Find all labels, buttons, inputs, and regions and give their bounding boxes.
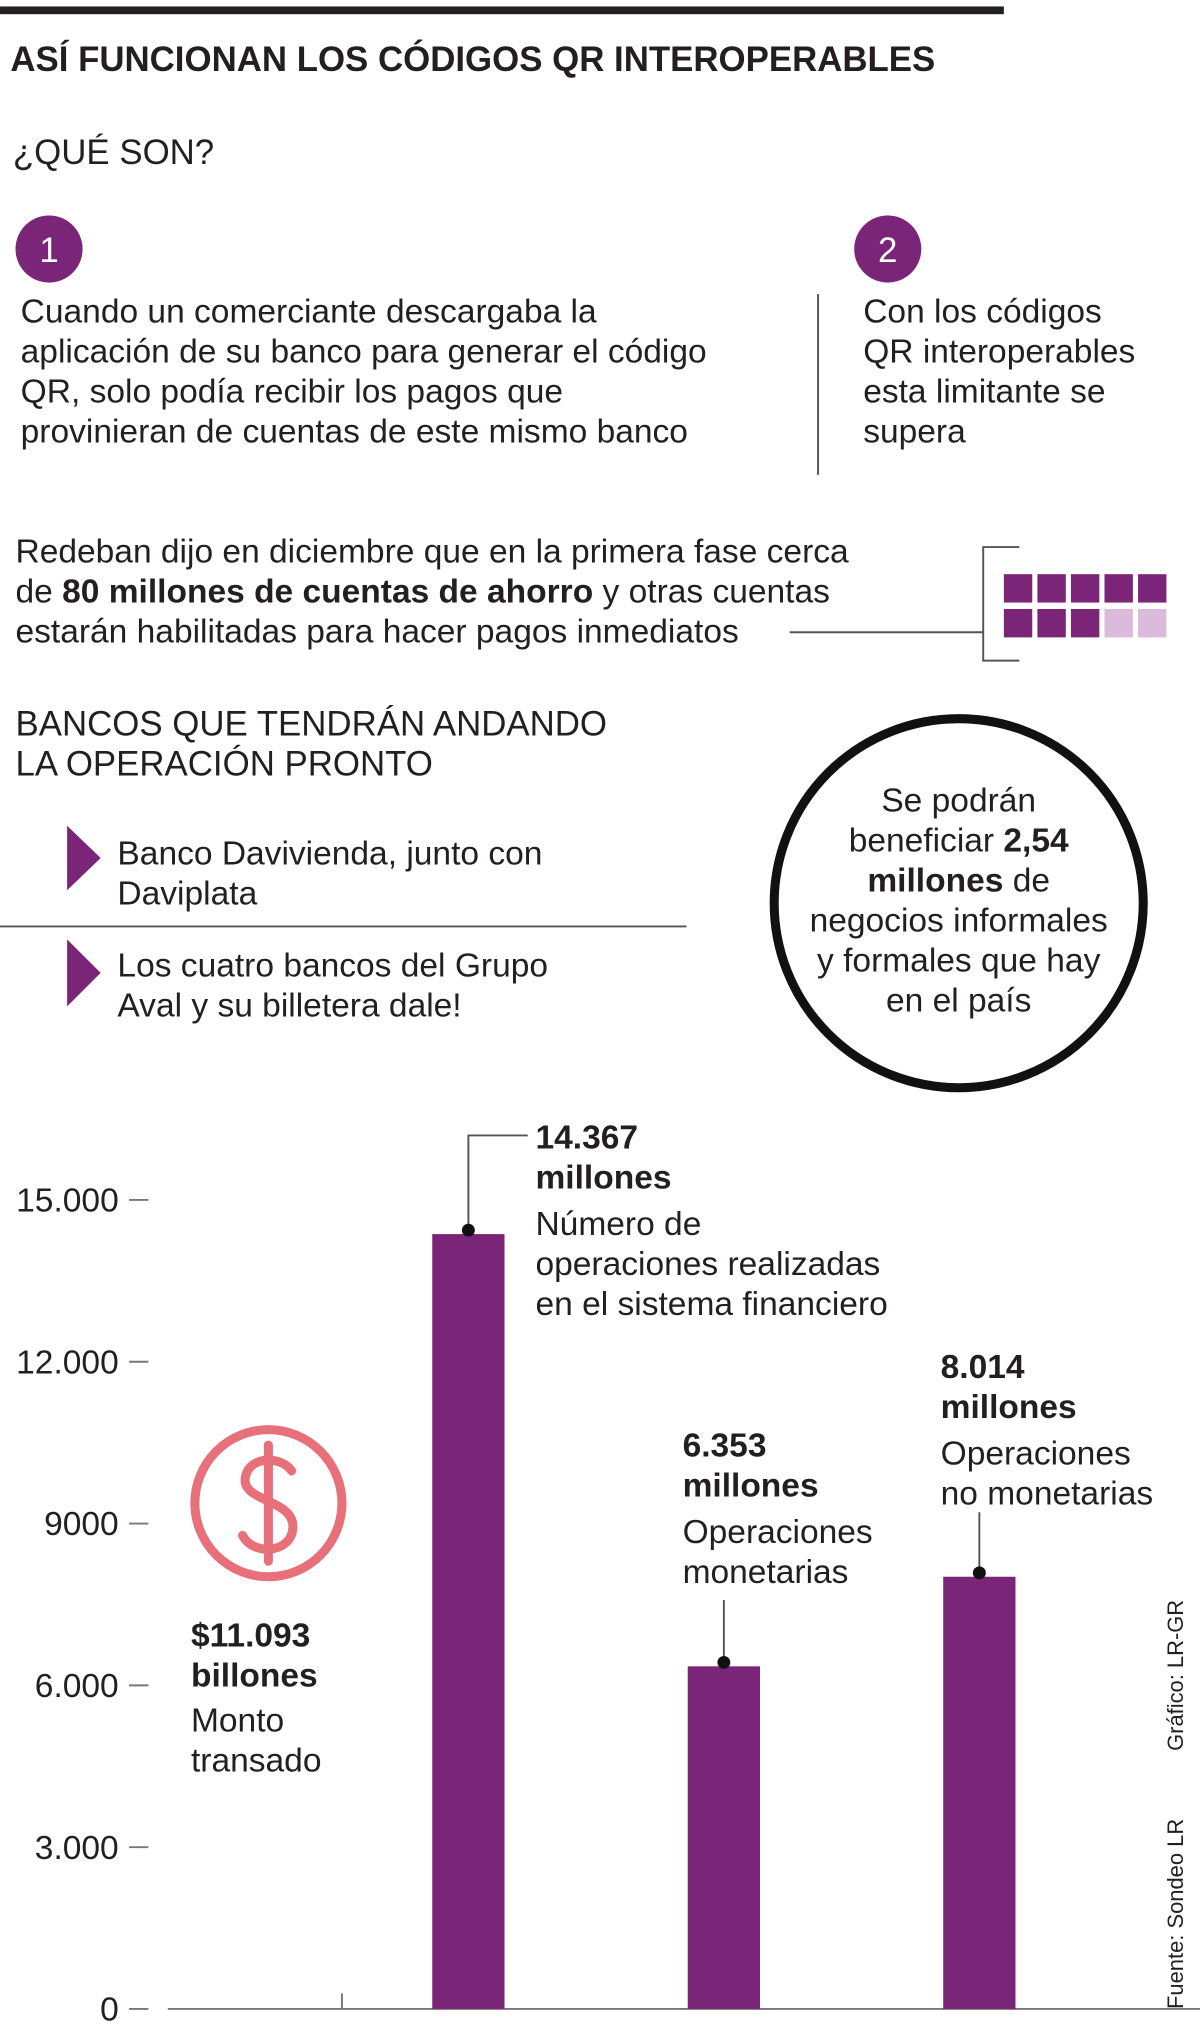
circle-text: Se podrán beneficiar 2,54 millones de ne… [810, 783, 1108, 1020]
step-badge [15, 215, 83, 283]
bullet [67, 939, 101, 1007]
step-text: Cuando un comerciante descargaba la [21, 294, 597, 331]
highlight-circle [769, 714, 1148, 1093]
step-number: 1 [39, 231, 58, 270]
circle-highlight: millones [867, 863, 1003, 900]
value-label-part: 6.353 [683, 1428, 776, 1465]
category-label: monetarias [683, 1554, 849, 1591]
note-line: de 80 millones de cuentas de ahorro y ot… [16, 574, 830, 611]
circle-line: negocios informales [810, 903, 1108, 940]
value-label-part: 8.014 [941, 1349, 1034, 1386]
square [1070, 574, 1100, 603]
note-text: de [16, 574, 63, 611]
banks-heading: BANCOS QUE TENDRÁN ANDANDO [16, 704, 608, 743]
circle-line: Se podrán [881, 783, 1036, 820]
annotation-text: Monto [191, 1703, 284, 1740]
note-bracket [789, 546, 1020, 662]
credit: Gráfico: LR-GR [1163, 1600, 1188, 1751]
annotation-part: $11.093 [191, 1617, 320, 1654]
step-text: QR, solo podía recibir los pagos que [21, 374, 563, 411]
bar [687, 1666, 760, 2009]
dollar-sign [238, 1440, 298, 1566]
title: ASÍ FUNCIONAN LOS CÓDIGOS QR INTEROPERAB… [10, 39, 935, 79]
circle-text-part: negocios informales [810, 903, 1108, 940]
note-text: Redeban dijo en diciembre que en la prim… [16, 534, 850, 571]
bar [432, 1234, 505, 2009]
annotation-text: transado [191, 1743, 321, 1780]
circle-line: y formales que hay [817, 943, 1101, 980]
bullet [67, 825, 101, 891]
bank-item: Aval y su billetera dale! [117, 988, 461, 1025]
category-label: Operaciones [683, 1514, 873, 1551]
bank-item: Los cuatro bancos del Grupo [117, 948, 548, 985]
banks-heading: LA OPERACIÓN PRONTO [16, 744, 433, 783]
step-badge [854, 215, 922, 283]
square [1138, 574, 1167, 603]
step-text: QR interoperables [863, 334, 1135, 371]
circle-highlight: 2,54 [1003, 823, 1069, 860]
step-text: esta limitante se [863, 374, 1105, 411]
square [1070, 609, 1100, 638]
bank-item: Daviplata [117, 875, 257, 912]
step-number: 2 [878, 231, 897, 270]
step-text: Con los códigos [863, 294, 1102, 331]
note-line: estarán habilitadas para hacer pagos inm… [16, 614, 739, 651]
value-dot [717, 1656, 731, 1669]
category-label: Número de [535, 1206, 701, 1243]
step-text: provinieran de cuentas de este mismo ban… [21, 414, 688, 451]
value-label-part: millones [941, 1389, 1077, 1426]
circle-line: en el país [886, 983, 1031, 1020]
category-label: Operaciones [941, 1435, 1131, 1472]
value-label: 14.367 millones [535, 1119, 671, 1196]
category-label: en el sistema financiero [535, 1286, 887, 1323]
credit: Fuente: Sondeo LR [1163, 1819, 1188, 2009]
bar [943, 1576, 1016, 2009]
y-tick-label: 6.000 [35, 1668, 119, 1705]
circle-text-part: y formales que hay [817, 943, 1101, 980]
y-tick-label: 3.000 [35, 1830, 119, 1867]
square [1104, 574, 1133, 603]
y-tick-label: 15.000 [16, 1183, 119, 1220]
dollar-icon [190, 1425, 347, 1582]
value-label-part: 14.367 [535, 1119, 647, 1156]
category-label: operaciones realizadas [535, 1246, 880, 1283]
note-text: estarán habilitadas para hacer pagos inm… [16, 614, 739, 651]
square [1104, 609, 1133, 638]
square [1003, 609, 1033, 638]
circle-line: millones de [867, 863, 1050, 900]
annotation-value: $11.093 billones [191, 1617, 320, 1694]
note-line: Redeban dijo en diciembre que en la prim… [16, 534, 850, 571]
square [1037, 609, 1066, 638]
value-label-part: millones [683, 1468, 819, 1505]
note-text: y otras cuentas [593, 574, 830, 611]
category-label: no monetarias [941, 1475, 1153, 1512]
square [1003, 574, 1033, 603]
y-tick-label: 12.000 [16, 1344, 119, 1381]
circle-line: beneficiar 2,54 [849, 823, 1069, 860]
leader-line [467, 1134, 528, 1235]
value-label: 8.014 millones [941, 1349, 1077, 1426]
step-text: supera [863, 414, 966, 451]
y-tick-label: 0 [100, 1992, 119, 2029]
step-text: aplicación de su banco para generar el c… [21, 334, 707, 371]
top-rule [0, 6, 1004, 15]
square [1138, 609, 1167, 638]
circle-text-part: beneficiar [849, 823, 1004, 860]
bank-item: Banco Davivienda, junto con [117, 835, 542, 872]
circle-text-part: Se podrán [881, 783, 1036, 820]
value-label: 6.353 millones [683, 1428, 819, 1505]
note-highlight: 80 millones de cuentas de ahorro [62, 574, 593, 611]
circle-text-part: de [1003, 863, 1050, 900]
value-dot [461, 1223, 475, 1237]
circle-text-part: en el país [886, 983, 1031, 1020]
value-dot [972, 1566, 986, 1580]
annotation-part: billones [191, 1657, 318, 1694]
squares-icon [1003, 574, 1167, 638]
y-tick-label: 9000 [44, 1506, 119, 1543]
value-label-part: millones [535, 1159, 671, 1196]
square [1037, 574, 1066, 603]
section-heading: ¿QUÉ SON? [13, 133, 214, 172]
